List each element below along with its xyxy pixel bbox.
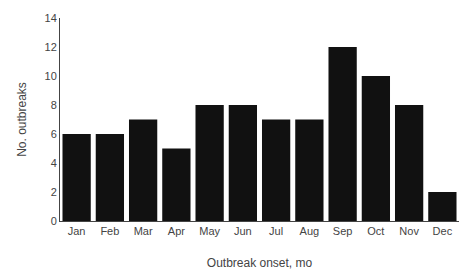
svg-text:Jan: Jan <box>68 225 86 237</box>
svg-text:Apr: Apr <box>168 225 185 237</box>
svg-text:4: 4 <box>51 157 57 169</box>
svg-text:6: 6 <box>51 128 57 140</box>
svg-text:No. outbreaks: No. outbreaks <box>15 82 29 157</box>
svg-text:Dec: Dec <box>433 225 453 237</box>
svg-text:0: 0 <box>51 215 57 227</box>
svg-text:May: May <box>199 225 220 237</box>
svg-text:12: 12 <box>45 41 57 53</box>
svg-text:14: 14 <box>45 12 57 24</box>
svg-text:Feb: Feb <box>100 225 119 237</box>
svg-text:Oct: Oct <box>367 225 384 237</box>
svg-text:Jul: Jul <box>269 225 283 237</box>
svg-text:Sep: Sep <box>333 225 353 237</box>
svg-text:2: 2 <box>51 186 57 198</box>
svg-text:Mar: Mar <box>134 225 153 237</box>
svg-text:Aug: Aug <box>300 225 320 237</box>
svg-text:Outbreak onset, mo: Outbreak onset, mo <box>207 256 313 270</box>
svg-text:Jun: Jun <box>234 225 252 237</box>
svg-text:10: 10 <box>45 70 57 82</box>
svg-text:8: 8 <box>51 99 57 111</box>
svg-text:Nov: Nov <box>399 225 419 237</box>
